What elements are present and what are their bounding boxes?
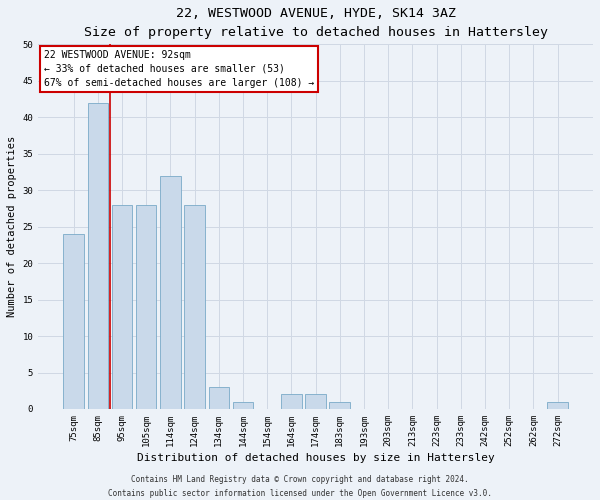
Bar <box>64 234 84 409</box>
X-axis label: Distribution of detached houses by size in Hattersley: Distribution of detached houses by size … <box>137 453 494 463</box>
Title: 22, WESTWOOD AVENUE, HYDE, SK14 3AZ
Size of property relative to detached houses: 22, WESTWOOD AVENUE, HYDE, SK14 3AZ Size… <box>83 7 548 39</box>
Bar <box>160 176 181 409</box>
Y-axis label: Number of detached properties: Number of detached properties <box>7 136 17 318</box>
Text: 22 WESTWOOD AVENUE: 92sqm
← 33% of detached houses are smaller (53)
67% of semi-: 22 WESTWOOD AVENUE: 92sqm ← 33% of detac… <box>44 50 314 88</box>
Text: Contains HM Land Registry data © Crown copyright and database right 2024.
Contai: Contains HM Land Registry data © Crown c… <box>108 476 492 498</box>
Bar <box>233 402 253 409</box>
Bar <box>547 402 568 409</box>
Bar <box>136 205 157 409</box>
Bar <box>329 402 350 409</box>
Bar <box>184 205 205 409</box>
Bar <box>305 394 326 409</box>
Bar <box>281 394 302 409</box>
Bar <box>88 102 108 409</box>
Bar <box>112 205 132 409</box>
Bar <box>209 387 229 409</box>
